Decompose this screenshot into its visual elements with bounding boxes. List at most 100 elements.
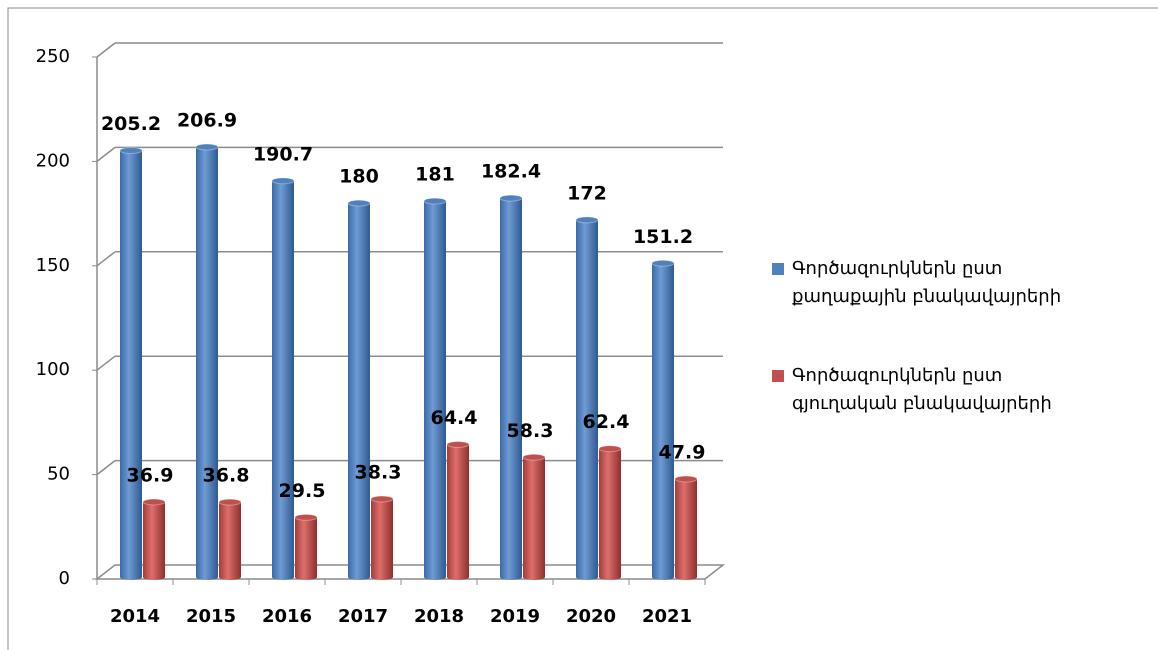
bar-body: [675, 478, 697, 577]
bar-bottom: [576, 574, 598, 580]
bar-bottom: [371, 574, 393, 580]
bar: [370, 495, 394, 580]
bar: [499, 194, 523, 580]
data-label: 205.2: [101, 113, 161, 135]
x-tick-label: 2015: [186, 606, 236, 627]
bar-bottom: [120, 574, 142, 580]
bar-bottom: [523, 574, 545, 580]
bar-body: [348, 203, 370, 577]
bar-body: [295, 517, 317, 577]
x-tick-label: 2014: [110, 606, 160, 627]
bar: [195, 143, 219, 580]
grid-line-side: [96, 460, 116, 476]
data-label: 181: [415, 164, 455, 186]
bar-top: [575, 216, 599, 224]
x-tick-label: 2016: [262, 606, 312, 627]
bar-body: [500, 198, 522, 577]
bar: [271, 177, 295, 580]
bar-top: [446, 441, 470, 449]
bar-top: [522, 453, 546, 461]
data-label: 182.4: [481, 161, 541, 183]
frame-border: [7, 7, 1158, 650]
bar-bottom: [424, 574, 446, 580]
bar-top: [271, 177, 295, 185]
bar-bottom: [272, 574, 294, 580]
data-label: 36.9: [127, 464, 174, 486]
bar-body: [652, 263, 674, 577]
bar: [446, 441, 470, 580]
grid-line-side: [96, 146, 116, 162]
bar-body: [143, 501, 165, 577]
y-tick-label: 150: [36, 255, 70, 276]
bar-top: [499, 194, 523, 202]
bar: [575, 216, 599, 580]
bar-bottom: [500, 574, 522, 580]
grid-line-side: [96, 355, 116, 371]
bar-top: [195, 143, 219, 151]
data-label: 190.7: [253, 143, 313, 165]
bar-top: [142, 498, 166, 506]
y-tick-label: 100: [36, 359, 70, 380]
data-label: 38.3: [355, 462, 402, 484]
bar-body: [599, 448, 621, 577]
bar: [119, 147, 143, 580]
y-tick-label: 250: [36, 46, 70, 67]
bar-top: [674, 475, 698, 483]
bar: [423, 197, 447, 580]
bar-bottom: [219, 574, 241, 580]
bar-body: [447, 444, 469, 577]
data-label: 29.5: [279, 480, 326, 502]
x-tick-label: 2021: [642, 606, 692, 627]
legend-swatch: [772, 263, 784, 275]
bar-top: [294, 513, 318, 521]
bar-top: [347, 199, 371, 207]
data-label: 151.2: [633, 226, 693, 248]
data-label: 47.9: [659, 441, 706, 463]
grid-line-side: [96, 42, 116, 58]
bar-top: [218, 498, 242, 506]
bar-bottom: [599, 574, 621, 580]
x-tick-label: 2019: [490, 606, 540, 627]
bar-bottom: [447, 574, 469, 580]
bar: [598, 445, 622, 580]
bar-body: [523, 457, 545, 577]
bar: [142, 498, 166, 580]
bar-body: [120, 150, 142, 577]
data-label: 206.9: [177, 109, 237, 131]
bar-bottom: [675, 574, 697, 580]
legend-swatch: [772, 370, 784, 382]
bar: [522, 453, 546, 580]
y-tick-label: 200: [36, 150, 70, 171]
data-label: 172: [567, 182, 607, 204]
bar: [294, 513, 318, 580]
bar-bottom: [652, 574, 674, 580]
data-label: 64.4: [431, 407, 478, 429]
bar-body: [576, 219, 598, 577]
y-tick-label: 0: [59, 568, 70, 589]
legend-item: Գործազուրկներն ըստ քաղաքային բնակավայրեր…: [772, 255, 1061, 311]
legend-label: Գործազուրկներն ըստ քաղաքային բնակավայրեր…: [792, 258, 1062, 307]
bar-bottom: [295, 574, 317, 580]
legend-item: Գործազուրկներն ըստ գյուղական բնակավայրեր…: [772, 362, 1052, 418]
bar-top: [651, 259, 675, 267]
bar-body: [424, 201, 446, 577]
x-tick-label: 2018: [414, 606, 464, 627]
bar-bottom: [143, 574, 165, 580]
bar: [651, 259, 675, 580]
bar: [674, 475, 698, 580]
bar-body: [272, 180, 294, 577]
data-label: 36.8: [203, 465, 250, 487]
bar-top: [370, 495, 394, 503]
bar-top: [119, 147, 143, 155]
floor: [94, 564, 726, 580]
bar-top: [423, 197, 447, 205]
legend-label: Գործազուրկներն ըստ գյուղական բնակավայրեր…: [792, 365, 1052, 414]
bar-body: [371, 499, 393, 577]
data-label: 58.3: [507, 420, 554, 442]
grid-line-side: [96, 251, 116, 267]
x-tick-label: 2020: [566, 606, 616, 627]
bar-bottom: [196, 574, 218, 580]
bar-body: [196, 146, 218, 577]
